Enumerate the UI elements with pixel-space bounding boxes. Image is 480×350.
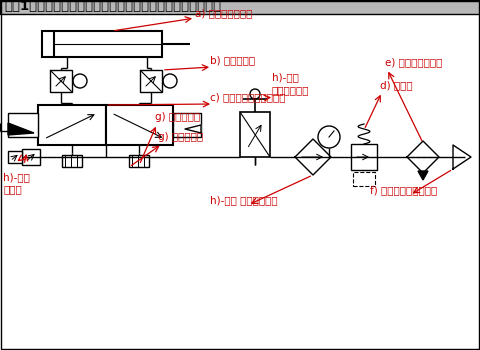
Bar bbox=[240, 112, 270, 157]
Bar bbox=[106, 105, 173, 145]
Bar bbox=[8, 113, 38, 137]
Bar bbox=[50, 70, 72, 92]
Text: g) 配管パイプ: g) 配管パイプ bbox=[158, 132, 203, 142]
Polygon shape bbox=[418, 171, 428, 180]
Bar bbox=[38, 105, 106, 145]
Text: h)-イ）
安全スイッチ: h)-イ） 安全スイッチ bbox=[272, 72, 310, 95]
Bar bbox=[0, 0, 480, 14]
Text: h)-ウ）
消音器: h)-ウ） 消音器 bbox=[3, 172, 30, 194]
Bar bbox=[351, 144, 377, 170]
Text: g) 配管パイプ: g) 配管パイプ bbox=[155, 112, 200, 122]
Text: b) 速度制御弁: b) 速度制御弁 bbox=[210, 55, 255, 65]
Bar bbox=[8, 151, 22, 163]
Text: f) エアーコンプレッサ: f) エアーコンプレッサ bbox=[370, 185, 437, 195]
Text: c) 電磁弁（方向切替弁）: c) 電磁弁（方向切替弁） bbox=[210, 92, 286, 102]
Text: a) エアーシリンダ: a) エアーシリンダ bbox=[195, 8, 252, 18]
Bar bbox=[129, 155, 149, 167]
Polygon shape bbox=[8, 123, 34, 135]
Bar bbox=[140, 70, 162, 92]
Bar bbox=[62, 155, 82, 167]
Text: 【図1】エアーシリンダを採用した空気圧回路の基本構成図: 【図1】エアーシリンダを採用した空気圧回路の基本構成図 bbox=[4, 0, 221, 14]
Polygon shape bbox=[407, 141, 439, 173]
Bar bbox=[42, 31, 162, 57]
Text: h)-ア） ルブリケータ: h)-ア） ルブリケータ bbox=[210, 195, 277, 205]
Polygon shape bbox=[295, 139, 331, 175]
Polygon shape bbox=[185, 125, 201, 133]
Polygon shape bbox=[453, 145, 471, 169]
Bar bbox=[22, 149, 40, 165]
Bar bbox=[173, 113, 201, 137]
Bar bbox=[353, 172, 375, 186]
Text: d) 減圧弁: d) 減圧弁 bbox=[380, 80, 413, 90]
Text: e) エアーフィルタ: e) エアーフィルタ bbox=[385, 57, 443, 67]
